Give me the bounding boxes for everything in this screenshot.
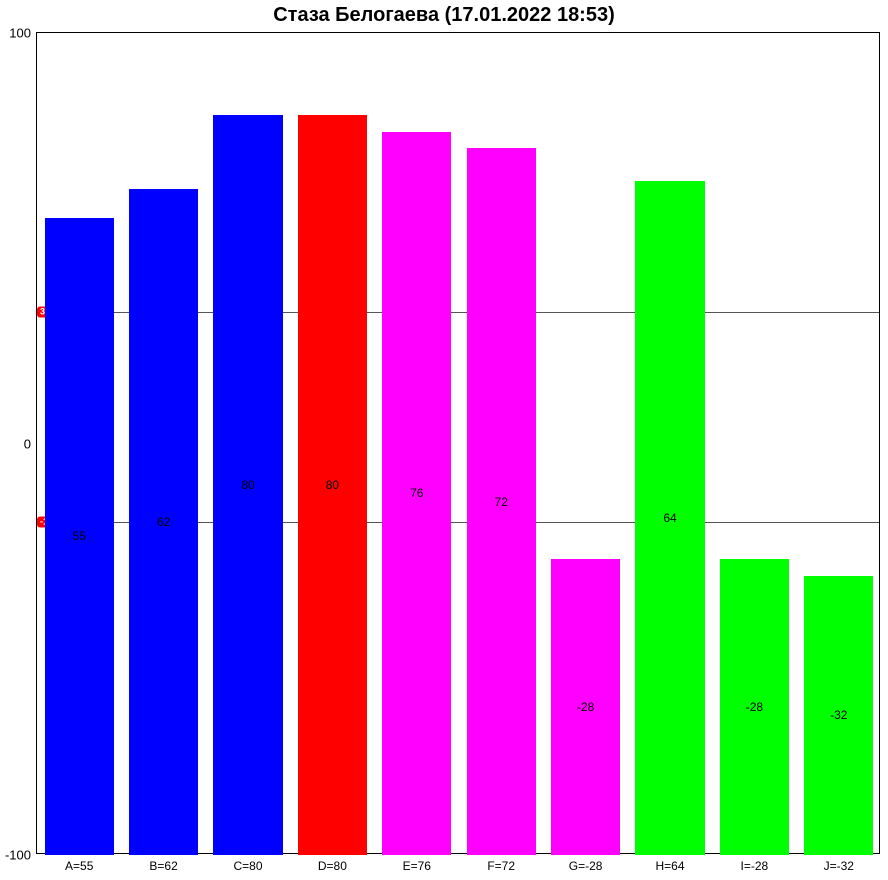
y-tick-label: 100: [9, 26, 31, 41]
x-tick-label: D=80: [318, 859, 347, 873]
x-tick-label: H=64: [655, 859, 684, 873]
bar: 80: [213, 115, 282, 855]
bar-value-label: 80: [298, 478, 367, 492]
bar: 80: [298, 115, 367, 855]
bar-value-label: -28: [551, 700, 620, 714]
bar-value-label: 76: [382, 486, 451, 500]
bar: 76: [382, 132, 451, 855]
y-tick-label: -100: [5, 848, 31, 863]
x-tick-label: E=76: [403, 859, 431, 873]
bar: -28: [720, 559, 789, 855]
x-tick-label: I=-28: [741, 859, 769, 873]
bar-value-label: -32: [804, 708, 873, 722]
plot-area: 1000-10032-1955A=5562B=6280C=8080D=8076E…: [36, 32, 880, 854]
bar-value-label: 72: [467, 495, 536, 509]
chart-container: Стаза Белогаева (17.01.2022 18:53) 100 0 -…: [0, 0, 888, 880]
bar: -32: [804, 576, 873, 855]
bar-value-label: 80: [213, 478, 282, 492]
bar-value-label: -28: [720, 700, 789, 714]
x-tick-label: F=72: [487, 859, 515, 873]
bar: 55: [45, 218, 114, 855]
y-tick-label: 0: [24, 437, 31, 452]
x-tick-label: C=80: [233, 859, 262, 873]
x-tick-label: J=-32: [824, 859, 854, 873]
chart-title: Стаза Белогаева (17.01.2022 18:53): [0, 4, 888, 27]
x-tick-label: B=62: [149, 859, 177, 873]
bar-value-label: 62: [129, 515, 198, 529]
bar-value-label: 55: [45, 529, 114, 543]
bar: 72: [467, 148, 536, 855]
bar: -28: [551, 559, 620, 855]
bar: 64: [635, 181, 704, 855]
bar: 62: [129, 189, 198, 855]
bar-value-label: 64: [635, 511, 704, 525]
x-tick-label: G=-28: [569, 859, 603, 873]
x-tick-label: A=55: [65, 859, 93, 873]
